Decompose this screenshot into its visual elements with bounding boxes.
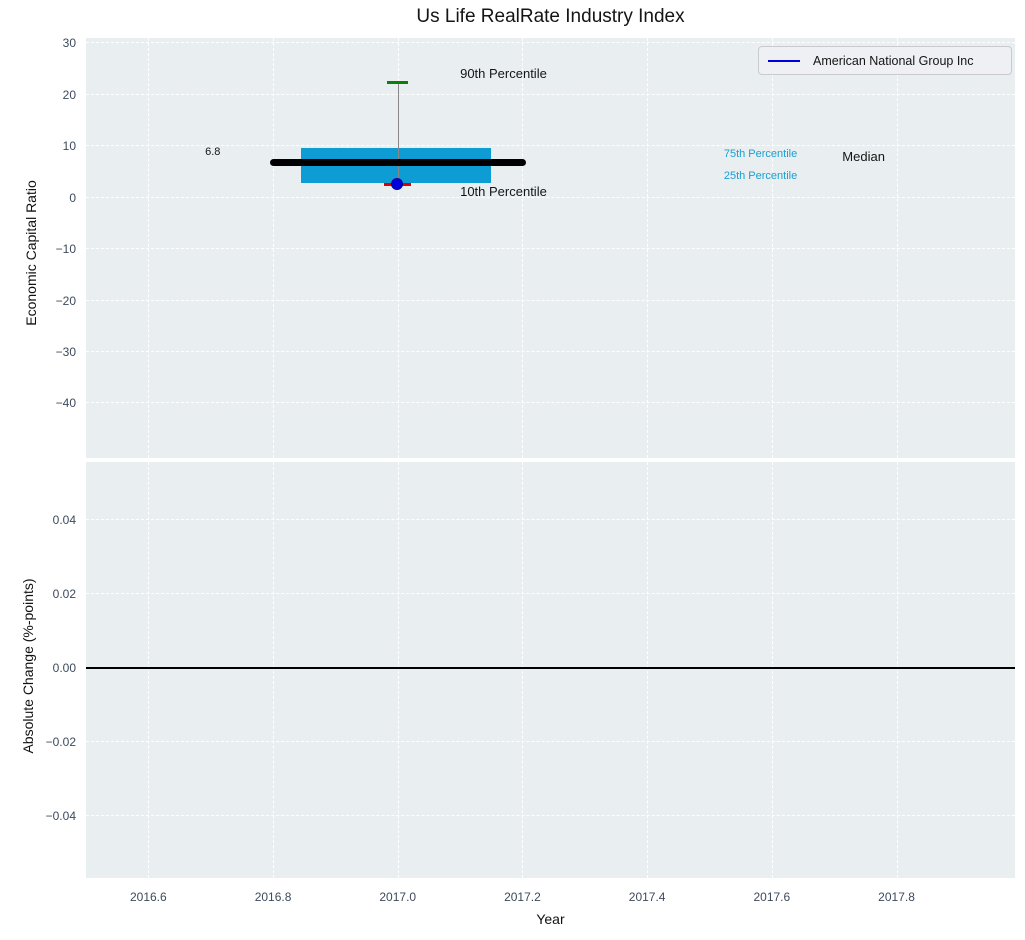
- company-marker: [391, 178, 404, 191]
- y-tick-label: 20: [62, 87, 76, 102]
- v-gridline: [397, 38, 399, 458]
- v-gridline: [522, 462, 524, 878]
- h-gridline: [86, 248, 1015, 250]
- v-gridline: [896, 462, 898, 878]
- v-gridline: [647, 462, 649, 878]
- h-gridline: [86, 402, 1015, 404]
- legend: American National Group Inc: [758, 46, 1012, 75]
- h-gridline: [86, 741, 1015, 743]
- y-tick-label: −20: [55, 293, 76, 308]
- y-tick-label: 0.04: [52, 512, 76, 527]
- annotation-25th-percentile: 25th Percentile: [723, 169, 798, 182]
- x-tick-label: 2017.6: [753, 890, 791, 904]
- x-tick-label: 2017.2: [504, 890, 541, 904]
- y-tick-label: −0.04: [45, 809, 76, 824]
- y-tick-label: 0: [69, 190, 76, 205]
- y-tick-label: 30: [62, 36, 76, 51]
- h-gridline: [86, 299, 1015, 301]
- v-gridline: [148, 462, 150, 878]
- axes-background: [86, 38, 1015, 458]
- v-gridline: [397, 462, 399, 878]
- p90-whisker: [387, 81, 409, 85]
- chart-title: Us Life RealRate Industry Index: [416, 6, 685, 27]
- zero-line: [86, 666, 1015, 669]
- legend-label: American National Group Inc: [813, 53, 974, 68]
- annotation-6-8: 6.8: [205, 145, 221, 158]
- x-tick-label: 2017.4: [628, 890, 666, 904]
- y-tick-label: −10: [55, 242, 76, 257]
- x-tick-label: 2017.0: [379, 890, 417, 904]
- h-gridline: [86, 145, 1015, 147]
- h-gridline: [86, 592, 1015, 594]
- v-gridline: [148, 38, 150, 458]
- v-gridline: [522, 38, 524, 458]
- x-tick-label: 2017.8: [878, 890, 915, 904]
- h-gridline: [86, 350, 1015, 352]
- annotation-10th-percentile: 10th Percentile: [460, 183, 547, 199]
- x-tick-label: 2016.8: [254, 890, 292, 904]
- h-gridline: [86, 42, 1015, 44]
- y-tick-label: −30: [55, 344, 76, 359]
- v-gridline: [771, 462, 773, 878]
- median-line: [269, 159, 526, 167]
- v-gridline: [273, 462, 275, 878]
- y-tick-label: −0.02: [45, 735, 76, 750]
- v-gridline: [771, 38, 773, 458]
- annotation-75th-percentile: 75th Percentile: [723, 147, 798, 160]
- axes-background: [86, 462, 1015, 878]
- annotation-median: Median: [842, 149, 885, 165]
- x-axis-label: Year: [536, 911, 565, 927]
- y-tick-label: 10: [62, 139, 76, 154]
- h-gridline: [86, 815, 1015, 817]
- v-gridline: [647, 38, 649, 458]
- x-tick-label: 2016.6: [129, 890, 167, 904]
- v-gridline: [273, 38, 275, 458]
- annotation-90th-percentile: 90th Percentile: [460, 65, 547, 81]
- y-tick-label: −40: [55, 396, 76, 411]
- v-gridline: [896, 38, 898, 458]
- whisker-stem: [397, 82, 399, 185]
- h-gridline: [86, 196, 1015, 198]
- legend-line-sample: [768, 59, 800, 62]
- h-gridline: [86, 518, 1015, 520]
- y-tick-label: 0.02: [52, 586, 76, 601]
- h-gridline: [86, 93, 1015, 95]
- y-tick-label: 0.00: [52, 660, 76, 675]
